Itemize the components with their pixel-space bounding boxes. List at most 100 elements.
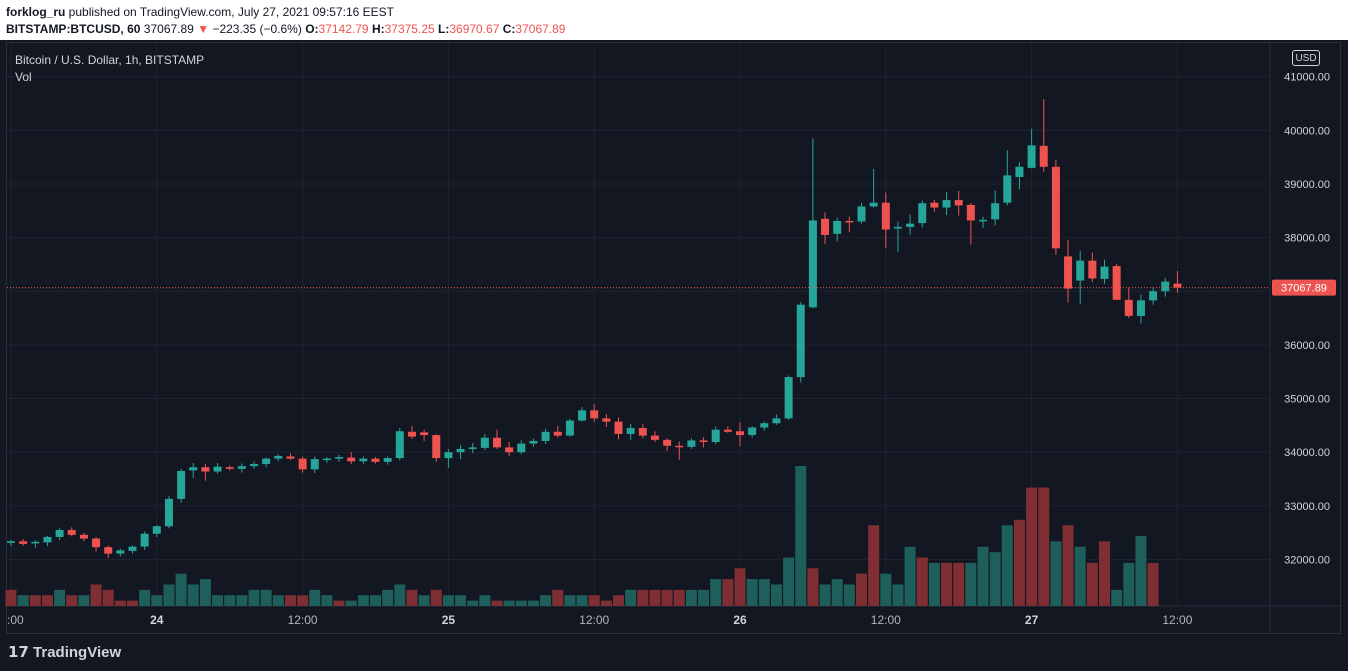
volume-bar xyxy=(953,562,965,606)
volume-bar xyxy=(965,562,977,606)
time-tick-label: :00 xyxy=(7,613,24,627)
candles xyxy=(7,99,1182,558)
candle xyxy=(711,426,720,445)
time-tick-label: 25 xyxy=(442,613,456,627)
candle-body xyxy=(675,445,684,448)
volume-bar xyxy=(236,595,248,606)
volume-bar xyxy=(1099,541,1110,606)
candle-body xyxy=(1051,166,1060,249)
candle-body xyxy=(274,455,283,459)
candle-body xyxy=(225,467,234,469)
candle xyxy=(164,496,173,529)
volume-bar xyxy=(382,589,394,606)
time-tick-label: 27 xyxy=(1025,613,1039,627)
candle-body xyxy=(1039,145,1048,167)
candle-body xyxy=(104,547,113,554)
candle-body xyxy=(529,440,538,444)
candle-body xyxy=(140,533,149,547)
volume-bar xyxy=(1062,525,1074,606)
last-price-tag-label: 37067.89 xyxy=(1281,283,1327,295)
candle xyxy=(614,417,623,440)
candle xyxy=(79,532,88,542)
volume-bar xyxy=(333,600,345,606)
volume-bar xyxy=(649,589,661,606)
candle-body xyxy=(918,203,927,224)
tradingview-logo[interactable]: 𝟭𝟳 TradingView xyxy=(8,643,121,661)
candle xyxy=(310,456,319,474)
candle-body xyxy=(687,440,696,447)
chart-legend-title[interactable]: Bitcoin / U.S. Dollar, 1h, BITSTAMP xyxy=(15,53,205,67)
candle-body xyxy=(748,427,757,436)
volume-bar xyxy=(260,589,272,606)
close-value: 37067.89 xyxy=(515,22,566,36)
currency-badge[interactable]: USD xyxy=(1292,50,1320,66)
candle-body xyxy=(67,529,76,535)
volume-bar xyxy=(819,584,831,606)
volume-legend[interactable]: Vol xyxy=(15,70,32,84)
close-label: C: xyxy=(502,22,516,36)
candle-body xyxy=(966,204,975,221)
volume-bar xyxy=(734,568,746,606)
candle xyxy=(19,539,28,546)
candle-body xyxy=(286,456,295,459)
candle-body xyxy=(371,458,380,462)
candle xyxy=(833,217,842,242)
candle-body xyxy=(881,202,890,230)
candle-body xyxy=(699,440,708,443)
candle-body xyxy=(262,458,271,465)
volume-bar xyxy=(795,466,807,606)
volume-bar xyxy=(770,584,782,606)
volume-bar xyxy=(625,589,637,606)
volume-bar xyxy=(114,600,126,606)
candle xyxy=(541,428,550,445)
volume-bar xyxy=(904,546,916,606)
candle-body xyxy=(626,428,635,434)
volume-bar xyxy=(406,589,418,606)
candle-body xyxy=(1064,256,1073,289)
candle xyxy=(298,456,307,473)
volume-bar xyxy=(1050,541,1062,606)
candle-body xyxy=(444,452,453,459)
publisher-name[interactable]: forklog_ru xyxy=(6,5,66,19)
candle-body xyxy=(164,498,173,527)
candle xyxy=(43,535,52,547)
volume-bar xyxy=(309,589,321,606)
candle-body xyxy=(43,536,52,543)
candle-body xyxy=(298,458,307,470)
candle-body xyxy=(930,202,939,208)
volume-bar xyxy=(515,600,527,606)
candle xyxy=(979,216,987,228)
candle xyxy=(626,423,635,440)
price-tick-label: 34000.00 xyxy=(1284,447,1330,459)
candle xyxy=(371,457,380,464)
candle xyxy=(808,138,817,309)
candle xyxy=(152,525,161,537)
candle xyxy=(1112,263,1121,300)
candle-body xyxy=(55,529,64,537)
candle xyxy=(796,301,805,383)
candle xyxy=(1003,150,1012,206)
volume-bar xyxy=(1111,589,1123,606)
candle xyxy=(602,414,611,427)
volume-bar xyxy=(248,589,260,606)
candle-body xyxy=(407,431,416,437)
candle-body xyxy=(177,470,186,499)
candle xyxy=(322,457,331,463)
volume-bar xyxy=(637,589,649,606)
volume-bar xyxy=(989,552,1001,606)
candle-body xyxy=(310,459,319,470)
candle xyxy=(177,468,186,503)
candle-body xyxy=(420,432,429,436)
volume-bar xyxy=(90,584,102,606)
candle-body xyxy=(1015,166,1024,177)
candle xyxy=(444,448,453,468)
candle-body xyxy=(1173,283,1182,288)
volume-bar xyxy=(746,579,758,606)
candle xyxy=(663,438,672,452)
candle xyxy=(650,431,659,443)
price-tick-label: 35000.00 xyxy=(1284,394,1330,406)
candle xyxy=(748,426,757,438)
price-tick-label: 33000.00 xyxy=(1284,501,1330,513)
candle xyxy=(505,442,514,456)
